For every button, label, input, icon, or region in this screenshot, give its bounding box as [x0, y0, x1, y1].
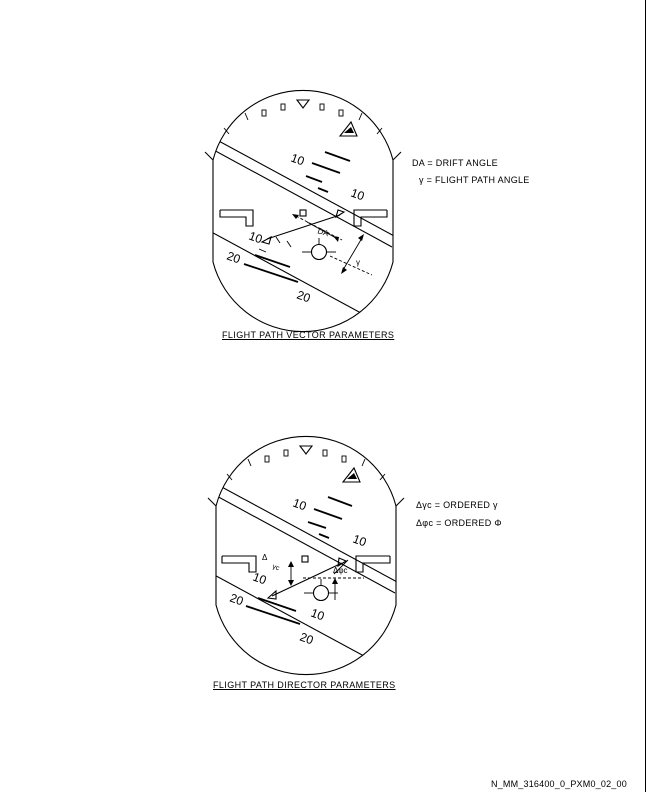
bank-scale: [226, 449, 386, 481]
pitch-label: 10: [349, 186, 367, 204]
ordered-gamma-symbol: Δ: [262, 553, 268, 562]
legend-ordered-gamma: Δγc = ORDERED γ: [416, 500, 498, 510]
pitch-label: 20: [228, 591, 246, 609]
bezel-tick-right: [395, 497, 405, 507]
horizon-line-main: [216, 493, 396, 594]
pitch-label: 20: [225, 249, 243, 267]
ordered-phi-dimension: [332, 559, 349, 600]
legend-text: = ORDERED γ: [434, 500, 498, 510]
legend-drift-angle: DA = DRIFT ANGLE: [412, 158, 498, 168]
pitch-label: 10: [309, 606, 327, 624]
bank-pointer: [338, 120, 358, 137]
ordered-gamma-subscript: γc: [271, 563, 280, 572]
guidance-tip-right: [335, 209, 346, 219]
ordered-gamma-dimension: [288, 561, 364, 586]
horizon-line-main: [213, 147, 393, 248]
instrument-outline: [215, 435, 397, 676]
director-tip-left: [266, 589, 277, 600]
bank-index-triangle: [298, 445, 314, 455]
pitch-ladder: [243, 151, 351, 283]
bezel-tick-left: [204, 151, 214, 161]
drift-angle-dimension: [292, 214, 343, 242]
guidance-tip-left: [260, 235, 272, 245]
pitch-label: 20: [298, 630, 316, 648]
pitch-label: 10: [291, 496, 309, 514]
flight-path-angle-dimension: [329, 234, 373, 276]
legend-flight-path-angle: γ = FLIGHT PATH ANGLE: [419, 175, 530, 185]
pitch-ladder-ticks: [258, 236, 292, 253]
bezel-tick-right: [392, 151, 402, 161]
aircraft-datum-square: [299, 209, 307, 217]
bank-pointer-fill: [344, 127, 354, 133]
legend-symbol: γ: [419, 175, 424, 185]
legend-text: = DRIFT ANGLE: [427, 158, 498, 168]
pitch-label: 10: [247, 229, 265, 247]
aircraft-datum-square: [301, 555, 309, 563]
legend-symbol: Δγc: [416, 500, 432, 510]
flight-path-angle-symbol: γ: [356, 258, 360, 267]
aircraft-wing-right: [355, 555, 391, 573]
bank-pointer-fill: [347, 473, 357, 479]
caption-flight-path-vector: FLIGHT PATH VECTOR PARAMETERS: [222, 330, 395, 340]
drift-angle-label: DA: [316, 226, 330, 238]
legend-symbol: Δφc: [416, 518, 434, 528]
fpv-wings: [302, 238, 336, 253]
caption-flight-path-director: FLIGHT PATH DIRECTOR PARAMETERS: [213, 680, 396, 690]
aircraft-wing-right: [353, 209, 388, 227]
director-tip-right: [337, 557, 348, 568]
document-id: N_MM_316400_0_PXM0_02_00: [491, 779, 627, 789]
legend-text: = FLIGHT PATH ANGLE: [426, 175, 530, 185]
horizon-line-upper: [213, 119, 393, 251]
guidance-line: [266, 214, 341, 240]
bank-pointer: [341, 466, 361, 483]
fpv-wings: [304, 579, 338, 594]
ordered-phi-symbol: Δφc: [333, 566, 348, 575]
pitch-label: 10: [251, 570, 269, 588]
bank-scale: [223, 103, 383, 135]
flight-path-vector-symbol: [310, 243, 328, 261]
bank-index-triangle: [295, 99, 311, 109]
legend-ordered-phi: Δφc = ORDERED Φ: [416, 518, 502, 528]
horizon-line-lower: [216, 557, 396, 675]
legend-symbol: DA: [412, 158, 425, 168]
bezel-tick-left: [207, 497, 217, 507]
instrument-outline: [212, 89, 394, 333]
aircraft-wing-left: [219, 209, 254, 227]
pitch-label: 10: [289, 151, 307, 169]
legend-text: = ORDERED Φ: [436, 518, 502, 528]
aircraft-wing-left: [221, 555, 257, 573]
page-edge-rule: [645, 0, 646, 792]
flight-path-vector-symbol: [312, 584, 330, 602]
director-line: [271, 562, 343, 597]
horizon-line-upper: [216, 465, 396, 597]
pitch-label: 20: [295, 288, 313, 306]
pitch-ladder: [245, 496, 353, 625]
pitch-label: 10: [351, 532, 369, 550]
